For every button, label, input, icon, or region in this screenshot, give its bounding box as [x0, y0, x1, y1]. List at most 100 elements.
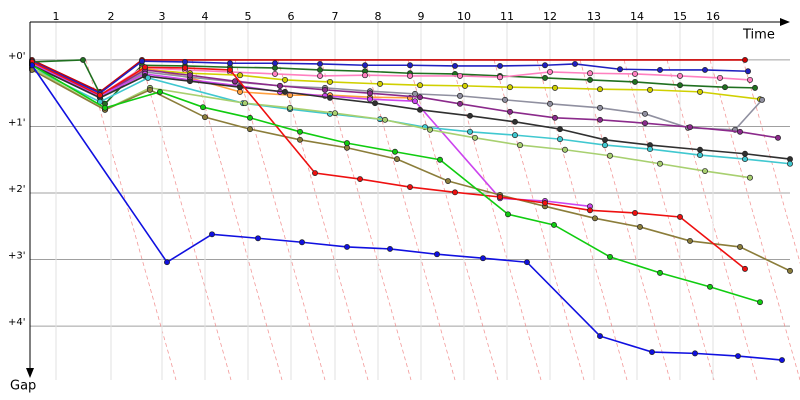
data-point — [417, 94, 423, 101]
data-point — [787, 267, 793, 274]
data-point — [597, 116, 603, 123]
data-point — [697, 146, 703, 153]
data-point — [497, 74, 503, 81]
data-point — [742, 265, 748, 272]
data-point — [437, 156, 443, 163]
data-point — [692, 350, 698, 357]
data-point — [551, 222, 557, 228]
data-point — [157, 88, 163, 95]
data-point — [497, 62, 503, 69]
data-point — [657, 269, 663, 276]
data-point — [602, 142, 608, 149]
data-point — [505, 211, 511, 218]
data-point — [587, 76, 593, 83]
data-point — [312, 170, 318, 177]
data-point — [407, 62, 413, 69]
data-point — [97, 92, 103, 99]
data-point — [745, 68, 751, 75]
data-point — [457, 92, 463, 99]
x-tick-label: 15 — [673, 10, 687, 23]
data-point — [597, 104, 603, 111]
x-tick-label: 12 — [543, 10, 557, 23]
data-point — [507, 84, 513, 91]
data-point — [779, 357, 785, 363]
series-line — [31, 59, 745, 93]
data-point — [232, 78, 238, 85]
series-line — [31, 69, 791, 272]
data-point — [142, 64, 148, 71]
lap-line — [742, 59, 800, 265]
y-axis-arrow — [26, 368, 34, 378]
data-point — [344, 140, 350, 147]
data-point — [382, 116, 388, 123]
data-point — [587, 207, 593, 214]
data-point — [372, 100, 378, 107]
data-point — [512, 118, 518, 125]
data-point — [272, 60, 278, 67]
data-point — [787, 160, 793, 167]
x-tick-label: 1 — [53, 10, 60, 23]
data-point — [147, 86, 153, 93]
x-tick-label: 9 — [418, 10, 425, 23]
data-point — [649, 349, 655, 356]
data-point — [657, 66, 663, 73]
data-point — [182, 64, 188, 71]
data-point — [647, 146, 653, 153]
data-point — [287, 104, 293, 111]
data-point — [687, 237, 693, 244]
data-point — [452, 62, 458, 69]
data-point — [742, 56, 748, 63]
data-point — [617, 66, 623, 73]
data-point — [407, 184, 413, 190]
x-tick-label: 16 — [706, 10, 720, 23]
data-point — [607, 152, 613, 159]
data-point — [602, 136, 608, 143]
data-point — [367, 90, 373, 97]
data-point — [677, 82, 683, 89]
data-point — [735, 353, 741, 359]
x-tick-label: 10 — [457, 10, 471, 23]
y-tick-label: +3' — [8, 251, 26, 262]
data-point — [632, 210, 638, 216]
data-point — [434, 251, 440, 258]
data-point — [702, 66, 708, 73]
data-point — [80, 56, 86, 63]
data-point — [702, 168, 708, 175]
data-point — [462, 82, 468, 89]
data-point — [200, 104, 206, 111]
series-line — [31, 67, 791, 165]
data-point — [480, 255, 486, 262]
data-point — [377, 80, 383, 87]
data-point — [502, 96, 508, 103]
data-point — [327, 78, 333, 85]
data-point — [202, 114, 208, 121]
y-tick-label: +1' — [8, 117, 26, 128]
data-point — [362, 62, 368, 69]
data-point — [247, 114, 253, 121]
data-point — [445, 178, 451, 184]
data-point — [362, 72, 368, 79]
data-point — [542, 62, 548, 69]
data-point — [572, 60, 578, 67]
data-point — [552, 84, 558, 91]
data-point — [512, 132, 518, 139]
data-point — [687, 124, 693, 131]
data-point — [677, 214, 683, 220]
data-point — [472, 134, 478, 141]
data-point — [592, 215, 598, 222]
data-point — [187, 78, 193, 85]
data-point — [394, 156, 400, 163]
data-point — [775, 134, 781, 141]
data-point — [357, 176, 363, 182]
data-point — [277, 82, 283, 89]
data-point — [737, 243, 743, 250]
x-tick-label: 2 — [108, 10, 115, 23]
x-tick-label: 7 — [332, 10, 339, 23]
data-point — [457, 100, 463, 107]
data-point — [282, 88, 288, 95]
data-point — [552, 114, 558, 121]
data-point — [237, 72, 243, 79]
data-point — [607, 253, 613, 260]
